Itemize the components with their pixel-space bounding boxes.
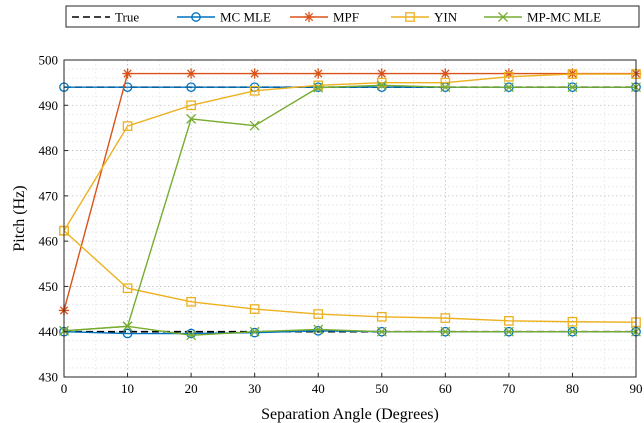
data-point bbox=[313, 325, 324, 336]
series-line bbox=[63, 72, 636, 311]
x-tick-label: 90 bbox=[630, 381, 643, 396]
legend-item: MP-MC MLE bbox=[484, 10, 601, 25]
y-tick-label: 470 bbox=[39, 188, 59, 203]
data-point bbox=[186, 82, 196, 93]
data-point bbox=[249, 85, 260, 96]
legend-label: MPF bbox=[333, 10, 359, 25]
x-tick-label: 10 bbox=[121, 381, 134, 396]
x-tick-label: 40 bbox=[312, 381, 325, 396]
data-point bbox=[249, 120, 260, 131]
data-point bbox=[376, 77, 387, 88]
legend-box bbox=[65, 5, 640, 28]
legend-marker bbox=[498, 12, 508, 22]
data-point bbox=[186, 296, 196, 307]
data-point bbox=[440, 326, 451, 337]
data-point bbox=[567, 69, 578, 79]
series-yin bbox=[59, 69, 641, 328]
x-tick-label: 70 bbox=[502, 381, 515, 396]
y-axis-label: Pitch (Hz) bbox=[11, 185, 28, 251]
data-point bbox=[567, 316, 578, 327]
data-point bbox=[567, 326, 578, 337]
x-tick-label: 60 bbox=[439, 381, 452, 396]
legend-item: True bbox=[72, 10, 139, 25]
data-point bbox=[122, 283, 133, 294]
series-line bbox=[63, 73, 636, 232]
legend-label: True bbox=[115, 10, 139, 25]
x-tick-label: 20 bbox=[185, 381, 198, 396]
data-point bbox=[504, 315, 514, 326]
data-point bbox=[122, 121, 133, 131]
series-mp-mc-mle bbox=[59, 80, 641, 341]
data-point bbox=[503, 82, 514, 93]
data-point bbox=[440, 68, 451, 79]
legend-item: MPF bbox=[290, 10, 359, 25]
data-point bbox=[503, 68, 515, 79]
data-point bbox=[122, 321, 133, 332]
y-tick-label: 430 bbox=[39, 370, 59, 385]
x-axis-label: Separation Angle (Degrees) bbox=[261, 406, 439, 423]
tick-labels: 0 10 20 30 40 50 60 70 80 90 430 440 450 460 470 480 490… bbox=[39, 53, 643, 397]
legend-label: YIN bbox=[434, 10, 458, 25]
data-point bbox=[186, 330, 197, 341]
legend-marker bbox=[191, 12, 201, 22]
data-point bbox=[249, 304, 260, 314]
data-point bbox=[567, 82, 578, 93]
data-point bbox=[376, 68, 387, 79]
x-tick-label: 0 bbox=[61, 381, 68, 396]
series-line bbox=[63, 325, 636, 337]
data-point bbox=[249, 326, 260, 337]
plot-frame bbox=[63, 59, 637, 378]
data-point bbox=[186, 100, 196, 111]
data-point bbox=[376, 326, 387, 337]
x-tick-label: 80 bbox=[566, 381, 579, 396]
data-point bbox=[376, 80, 387, 91]
data-point bbox=[503, 326, 514, 337]
series-line bbox=[63, 230, 637, 323]
data-point bbox=[313, 324, 324, 335]
legend-item: YIN bbox=[391, 10, 458, 25]
legend-label: MC MLE bbox=[220, 10, 271, 25]
legend: True MC MLE MPF YIN MP-MC MLE bbox=[65, 5, 640, 28]
x-tick-label: 50 bbox=[375, 381, 388, 396]
y-tick-label: 480 bbox=[39, 143, 59, 158]
series-line bbox=[63, 84, 636, 332]
y-tick-label: 440 bbox=[39, 324, 59, 339]
data-point bbox=[504, 71, 514, 82]
data-point bbox=[249, 68, 260, 79]
data-point bbox=[186, 328, 196, 339]
data-point bbox=[186, 113, 197, 124]
data-point bbox=[376, 311, 387, 322]
x-tick-label: 30 bbox=[248, 381, 261, 396]
y-tick-label: 490 bbox=[39, 98, 59, 113]
y-tick-label: 460 bbox=[39, 234, 59, 249]
legend-marker bbox=[303, 11, 315, 23]
data-point bbox=[185, 68, 197, 79]
data-point bbox=[313, 80, 324, 91]
legend-label: MP-MC MLE bbox=[527, 10, 601, 25]
y-tick-label: 450 bbox=[39, 279, 59, 294]
series-layer bbox=[58, 68, 642, 341]
legend-marker bbox=[405, 12, 415, 22]
y-tick-label: 500 bbox=[39, 53, 59, 68]
data-point bbox=[122, 68, 133, 79]
data-point bbox=[313, 82, 324, 93]
data-point bbox=[122, 328, 133, 339]
data-point bbox=[313, 68, 324, 79]
legend-item: MC MLE bbox=[177, 10, 271, 25]
data-point bbox=[313, 309, 324, 319]
data-point bbox=[440, 313, 451, 323]
data-point bbox=[440, 82, 451, 93]
